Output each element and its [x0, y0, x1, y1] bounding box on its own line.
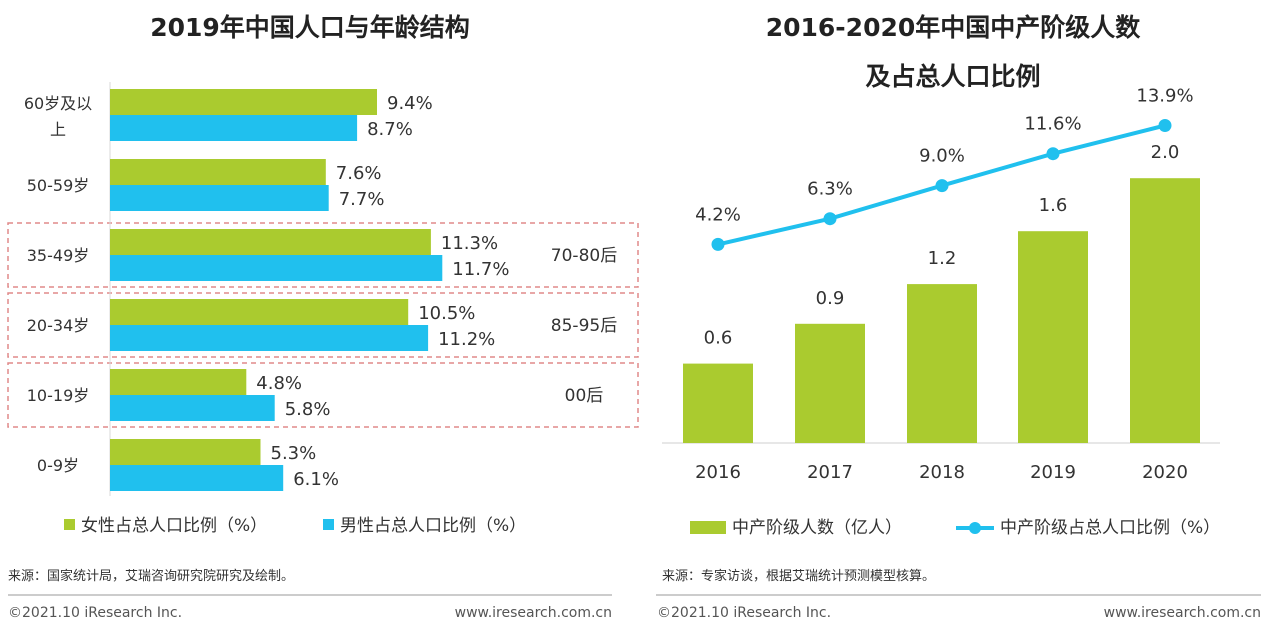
- female-bar-0-9: [110, 439, 261, 465]
- x-tick-label-2019: 2019: [1030, 462, 1076, 483]
- legend-label-share: 中产阶级占总人口比例（%）: [1000, 518, 1220, 538]
- right-chart-bars: 0.6 2016 0.9 2017 1.2 2018 1.6 2019 2.0 2020: [683, 142, 1200, 483]
- male-value-label-60: 8.7%: [367, 119, 413, 140]
- share-point-2017: [823, 212, 837, 226]
- male-bar-35-49: [110, 255, 443, 281]
- category-label-60-1: 上: [50, 120, 66, 139]
- female-value-label-50-59: 7.6%: [336, 163, 382, 184]
- population-value-label-2016: 0.6: [704, 328, 733, 349]
- male-value-label-20-34: 11.2%: [438, 329, 495, 350]
- left-copyright: ©2021.10 iResearch Inc.: [8, 605, 182, 621]
- share-value-label-2020: 13.9%: [1136, 86, 1193, 107]
- right-chart-legend: 中产阶级人数（亿人） 中产阶级占总人口比例（%）: [690, 518, 1220, 538]
- female-value-label-60: 9.4%: [387, 93, 433, 114]
- legend-label-population: 中产阶级人数（亿人）: [732, 518, 902, 538]
- highlight-box-35-49: [7, 222, 639, 288]
- x-tick-label-2018: 2018: [919, 462, 965, 483]
- population-bar-2020: [1130, 178, 1200, 443]
- population-bar-2018: [907, 284, 977, 443]
- share-value-label-2016: 4.2%: [695, 204, 741, 225]
- category-label-0-9: 0-9岁: [37, 456, 79, 475]
- share-point-2020: [1158, 119, 1172, 132]
- male-bar-10-19: [110, 395, 275, 421]
- x-tick-label-2020: 2020: [1142, 462, 1188, 483]
- right-chart-subtitle: 及占总人口比例: [865, 62, 1040, 91]
- right-website: www.iresearch.com.cn: [1104, 605, 1261, 621]
- generation-label-35-49: 70-80后: [551, 246, 617, 266]
- share-point-2016: [711, 237, 725, 251]
- right-copyright: ©2021.10 iResearch Inc.: [657, 605, 831, 621]
- highlight-box-20-34: [7, 292, 639, 358]
- right-chart-line: 4.2% 6.3% 9.0% 11.6% 13.9%: [695, 86, 1194, 251]
- legend-swatch-male: [323, 519, 334, 530]
- share-point-2018: [935, 179, 949, 193]
- population-bar-2019: [1018, 231, 1088, 443]
- highlight-box-10-19: [7, 362, 639, 428]
- generation-label-20-34: 85-95后: [551, 316, 617, 336]
- male-bar-60: [110, 115, 358, 141]
- category-label-20-34: 20-34岁: [27, 316, 90, 335]
- female-bar-20-34: [110, 299, 409, 325]
- category-label-50-59: 50-59岁: [27, 176, 90, 195]
- population-value-label-2018: 1.2: [928, 248, 957, 269]
- share-point-2019: [1046, 147, 1060, 161]
- right-source-note: 来源：专家访谈，根据艾瑞统计预测模型核算。: [662, 568, 935, 584]
- left-chart-legend: 女性占总人口比例（%） 男性占总人口比例（%）: [64, 516, 526, 536]
- legend-marker-share: [969, 522, 981, 534]
- x-tick-label-2017: 2017: [807, 462, 853, 483]
- legend-label-male: 男性占总人口比例（%）: [340, 516, 526, 536]
- male-value-label-0-9: 6.1%: [293, 469, 339, 490]
- share-value-label-2018: 9.0%: [919, 146, 965, 167]
- left-chart-title: 2019年中国人口与年龄结构: [150, 13, 470, 42]
- female-value-label-10-19: 4.8%: [256, 373, 302, 394]
- category-label-35-49: 35-49岁: [27, 246, 90, 265]
- population-bar-2016: [683, 363, 753, 443]
- female-bar-10-19: [110, 369, 247, 395]
- left-age-highlights: [7, 222, 639, 428]
- female-bar-50-59: [110, 159, 326, 185]
- generation-label-10-19: 00后: [565, 386, 604, 406]
- x-tick-label-2016: 2016: [695, 462, 741, 483]
- male-value-label-50-59: 7.7%: [339, 189, 385, 210]
- legend-label-female: 女性占总人口比例（%）: [81, 516, 267, 536]
- male-bar-50-59: [110, 185, 329, 211]
- male-bar-0-9: [110, 465, 284, 491]
- right-chart-title: 2016-2020年中国中产阶级人数: [766, 13, 1142, 42]
- male-value-label-10-19: 5.8%: [285, 399, 331, 420]
- female-value-label-0-9: 5.3%: [271, 443, 317, 464]
- population-value-label-2019: 1.6: [1039, 195, 1068, 216]
- legend-swatch-female: [64, 519, 75, 530]
- male-value-label-35-49: 11.7%: [452, 259, 509, 280]
- female-bar-35-49: [110, 229, 431, 255]
- left-website: www.iresearch.com.cn: [455, 605, 612, 621]
- share-value-label-2017: 6.3%: [807, 179, 853, 200]
- male-bar-20-34: [110, 325, 429, 351]
- population-bar-2017: [795, 323, 865, 443]
- share-value-label-2019: 11.6%: [1024, 114, 1081, 135]
- left-source-note: 来源：国家统计局，艾瑞咨询研究院研究及绘制。: [8, 568, 294, 584]
- population-value-label-2017: 0.9: [816, 288, 845, 309]
- category-label-60-0: 60岁及以: [24, 94, 92, 113]
- category-label-10-19: 10-19岁: [27, 386, 90, 405]
- legend-swatch-population: [690, 521, 726, 534]
- female-value-label-35-49: 11.3%: [441, 233, 498, 254]
- female-bar-60: [110, 89, 377, 115]
- female-value-label-20-34: 10.5%: [418, 303, 475, 324]
- population-value-label-2020: 2.0: [1151, 142, 1180, 163]
